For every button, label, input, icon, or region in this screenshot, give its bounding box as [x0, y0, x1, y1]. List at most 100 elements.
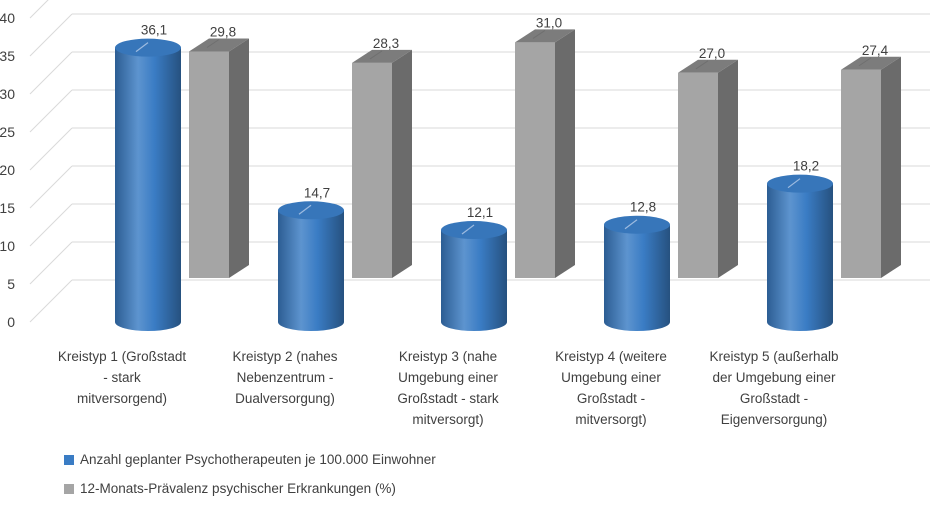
category-label-3: Kreistyp 4 (weitere Umgebung einer Großsta…	[555, 349, 667, 427]
bar-blue-top	[767, 174, 833, 193]
leader-line	[532, 29, 546, 39]
category-label-line: Kreistyp 5 (außerhalb	[709, 349, 838, 364]
y-tick-label: 5	[7, 276, 15, 292]
leader-line	[858, 57, 872, 67]
bar-grey-top	[841, 56, 901, 70]
bar-grey-side	[229, 38, 249, 278]
category-label-line: Großstadt - stark	[397, 391, 499, 406]
category-label-line: Großstadt -	[577, 391, 645, 406]
category-label-line: Eigenversorgung)	[721, 412, 828, 427]
legend-item-1: 12-Monats-Prävalenz psychischer Erkranku…	[64, 481, 396, 496]
y-tick-label: 25	[0, 124, 15, 140]
y-tick-label: 40	[0, 10, 15, 26]
leader-line	[298, 204, 312, 215]
bar-grey-top	[678, 59, 738, 73]
gridline-diag-2	[29, 203, 73, 247]
category-label-line: Nebenzentrum -	[237, 370, 334, 385]
bar-blue-1	[278, 201, 344, 331]
bar-grey-1	[352, 49, 412, 278]
gridline-diag-7	[29, 13, 73, 57]
category-label-1: Kreistyp 2 (nahes Nebenzentrum - Dualverso…	[232, 349, 337, 406]
data-label-blue-3: 12,8	[630, 200, 656, 215]
gridline-diag-4	[29, 127, 73, 171]
category-label-line: der Umgebung einer	[712, 370, 836, 385]
bar-grey-side	[718, 59, 738, 278]
category-label-line: Dualversorgung)	[235, 391, 335, 406]
y-tick-label: 35	[0, 48, 15, 64]
gridline-diag-5	[29, 89, 73, 133]
data-label-grey-1: 28,3	[373, 36, 399, 51]
bar-grey-0	[189, 38, 249, 278]
gridline-diag-8	[29, 0, 49, 19]
data-label-blue-2: 12,1	[467, 205, 493, 220]
bar-blue-body	[604, 224, 670, 331]
category-label-0: Kreistyp 1 (Großstadt - stark mitversorgen…	[58, 349, 187, 406]
category-label-line: Großstadt -	[740, 391, 808, 406]
bar-blue-top	[278, 201, 344, 220]
y-axis-ticks: 0 5 10 15 20 25 30 35 40	[0, 10, 15, 330]
bar-blue-0	[115, 38, 181, 331]
bar-grey-top	[189, 38, 249, 52]
bar-grey-4	[841, 56, 901, 279]
bar-blue-2	[441, 221, 507, 331]
category-label-line: Kreistyp 1 (Großstadt	[58, 349, 187, 364]
bar-blue-body	[278, 210, 344, 331]
bar-blue-top	[115, 38, 181, 57]
y-tick-label: 20	[0, 162, 15, 178]
bar-grey-2	[515, 29, 575, 279]
category-label-line: mitversorgt)	[412, 412, 483, 427]
legend-swatch-0	[64, 454, 74, 465]
data-label-grey-0: 29,8	[210, 25, 236, 40]
bar-grey-front	[352, 62, 392, 278]
gridline-diag-6	[29, 51, 73, 95]
bar-grey-top	[515, 29, 575, 43]
leader-line	[695, 60, 709, 70]
legend-item-0: Anzahl geplanter Psychotherapeuten je 10…	[64, 452, 436, 467]
bar-blue-top	[604, 215, 670, 234]
bar-blue-body	[115, 47, 181, 331]
data-label-blue-4: 18,2	[793, 159, 819, 174]
bar-grey-side	[555, 29, 575, 279]
category-label-line: Kreistyp 2 (nahes	[232, 349, 337, 364]
leader-line	[369, 50, 383, 60]
leader-line	[461, 224, 475, 235]
bar-grey-front	[678, 72, 718, 278]
bar-blue-body	[441, 230, 507, 331]
bar-grey-front	[515, 42, 555, 279]
leader-line	[206, 39, 220, 48]
legend-swatch-1	[64, 483, 74, 494]
gridline-diag-3	[29, 165, 73, 209]
category-label-line: - stark	[103, 370, 141, 385]
bar-grey-front	[841, 69, 881, 278]
legend-label-1: 12-Monats-Prävalenz psychischer Erkranku…	[80, 481, 396, 496]
data-label-grey-3: 27,0	[699, 46, 725, 61]
legend-label-0: Anzahl geplanter Psychotherapeuten je 10…	[80, 452, 436, 467]
data-label-blue-0: 36,1	[141, 23, 167, 38]
category-label-line: Kreistyp 3 (nahe	[399, 349, 497, 364]
leader-line	[135, 42, 149, 53]
data-label-grey-4: 27,4	[862, 43, 889, 58]
data-label-grey-2: 31,0	[536, 15, 562, 30]
y-tick-label: 10	[0, 238, 15, 254]
y-tick-label: 15	[0, 200, 15, 216]
bar-grey-3	[678, 59, 738, 278]
category-label-line: Umgebung einer	[398, 370, 498, 385]
y-tick-label: 0	[7, 314, 15, 330]
gridline-diag-0	[29, 279, 73, 323]
category-label-4: Kreistyp 5 (außerhalb der Umgebung einer G…	[709, 349, 838, 427]
data-labels: 29,8 36,1 28,3 14,7 31,0 12,1 27,0 12,8 27,4 18,2	[135, 15, 889, 235]
category-label-line: mitversorgend)	[77, 391, 167, 406]
bar-blue-4	[767, 174, 833, 331]
bars	[115, 29, 901, 331]
bar-blue-top	[441, 221, 507, 240]
category-label-line: Kreistyp 4 (weitere	[555, 349, 667, 364]
y-tick-label: 30	[0, 86, 15, 102]
category-label-line: Umgebung einer	[561, 370, 661, 385]
bar-blue-3	[604, 215, 670, 331]
leader-line	[624, 219, 638, 230]
category-label-line: mitversorgt)	[575, 412, 646, 427]
bar-grey-side	[392, 49, 412, 278]
data-label-blue-1: 14,7	[304, 185, 330, 200]
bar-grey-side	[881, 56, 901, 279]
